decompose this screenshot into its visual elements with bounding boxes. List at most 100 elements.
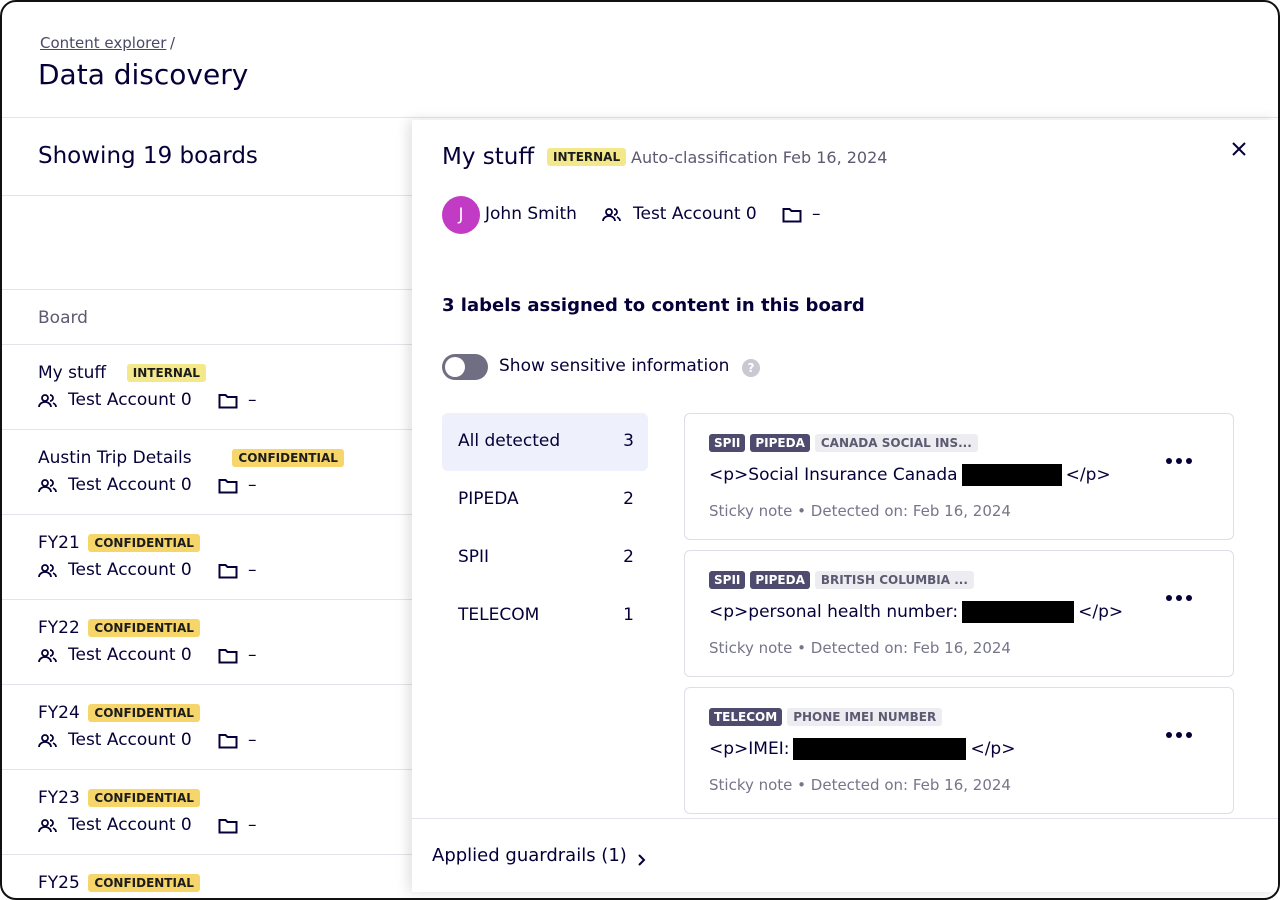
divider xyxy=(2,117,1278,118)
board-name: FY23 xyxy=(38,788,80,808)
text-after: </p> xyxy=(1078,602,1124,622)
account-name: Test Account 0 xyxy=(633,204,757,224)
divider xyxy=(2,429,412,430)
filter-count: 2 xyxy=(623,547,634,567)
classification-tag: CONFIDENTIAL xyxy=(88,534,200,552)
filter-item[interactable]: PIPEDA 2 xyxy=(442,471,648,529)
list-heading: Showing 19 boards xyxy=(38,143,258,169)
board-row[interactable]: FY22 CONFIDENTIAL Test Account 0 – xyxy=(2,600,412,685)
more-menu[interactable] xyxy=(1165,720,1193,745)
divider xyxy=(2,344,412,345)
filter-item[interactable]: TELECOM 1 xyxy=(442,587,648,645)
redacted-value xyxy=(962,601,1075,623)
label-tag: SPII xyxy=(709,571,746,589)
board-row[interactable]: My stuff INTERNAL Test Account 0 – xyxy=(2,345,412,430)
redacted-value xyxy=(793,738,967,760)
finding-meta: Sticky note • Detected on: Feb 16, 2024 xyxy=(709,502,1011,520)
account-name: Test Account 0 xyxy=(68,645,192,665)
owner-name: John Smith xyxy=(485,204,577,224)
account-name: Test Account 0 xyxy=(68,730,192,750)
text-before: <p>Social Insurance Canada xyxy=(709,465,958,485)
divider xyxy=(2,684,412,685)
redacted-value xyxy=(961,464,1062,486)
help-icon[interactable]: ? xyxy=(742,359,760,377)
folder-name: – xyxy=(248,560,257,580)
classification-tag: CONFIDENTIAL xyxy=(88,789,200,807)
filter-item[interactable]: All detected 3 xyxy=(442,413,648,471)
filter-name: SPII xyxy=(458,547,490,567)
text-before: <p>IMEI: xyxy=(709,739,790,759)
board-name: Austin Trip Details xyxy=(38,448,192,468)
finding-text: <p>personal health number: </p> xyxy=(709,601,1123,623)
finding-meta: Sticky note • Detected on: Feb 16, 2024 xyxy=(709,776,1011,794)
tag-row: SPII PIPEDA BRITISH COLUMBIA ... xyxy=(709,569,974,589)
finding-card: TELECOM PHONE IMEI NUMBER <p>IMEI: </p> Stic… xyxy=(684,687,1234,814)
board-name: FY25 xyxy=(38,873,80,893)
people-icon xyxy=(602,207,622,223)
filter-name: PIPEDA xyxy=(458,489,519,509)
account-name: Test Account 0 xyxy=(68,815,192,835)
board-name: FY21 xyxy=(38,533,80,553)
classification-tag: CONFIDENTIAL xyxy=(88,874,200,892)
classification-tag: CONFIDENTIAL xyxy=(88,619,200,637)
toggle[interactable] xyxy=(442,354,488,380)
tag-row: TELECOM PHONE IMEI NUMBER xyxy=(709,706,943,726)
board-name: FY24 xyxy=(38,703,80,723)
detail-panel: My stuff INTERNAL Auto-classification Feb … xyxy=(412,120,1278,892)
people-icon xyxy=(38,478,58,494)
board-row[interactable]: FY25 CONFIDENTIAL xyxy=(2,855,412,898)
board-row[interactable]: Austin Trip Details CONFIDENTIAL Test Acco… xyxy=(2,430,412,515)
page-title: Data discovery xyxy=(38,58,249,91)
avatar: J xyxy=(442,196,480,234)
more-menu[interactable] xyxy=(1165,583,1193,608)
column-header: Board xyxy=(38,308,88,328)
folder-icon xyxy=(218,818,238,834)
label-tag: PIPEDA xyxy=(750,434,810,452)
finding-card: SPII PIPEDA CANADA SOCIAL INS... <p>Social … xyxy=(684,413,1234,540)
breadcrumb-separator: / xyxy=(170,34,176,52)
people-icon xyxy=(38,818,58,834)
classification-tag: INTERNAL xyxy=(126,364,206,382)
board-row[interactable]: FY23 CONFIDENTIAL Test Account 0 – xyxy=(2,770,412,855)
finding-card: SPII PIPEDA BRITISH COLUMBIA ... <p>persona… xyxy=(684,550,1234,677)
divider xyxy=(2,289,412,290)
folder-icon xyxy=(218,478,238,494)
labels-heading: 3 labels assigned to content in this boa… xyxy=(442,295,865,316)
classification-date: Auto-classification Feb 16, 2024 xyxy=(631,148,888,167)
filter-name: TELECOM xyxy=(458,605,540,625)
folder-icon xyxy=(218,393,238,409)
tag-row: SPII PIPEDA CANADA SOCIAL INS... xyxy=(709,432,978,452)
account-name: Test Account 0 xyxy=(68,560,192,580)
text-after: </p> xyxy=(1065,465,1111,485)
board-row[interactable]: FY24 CONFIDENTIAL Test Account 0 – xyxy=(2,685,412,770)
classification-tag: CONFIDENTIAL xyxy=(88,704,200,722)
divider xyxy=(2,195,412,196)
folder-icon xyxy=(218,733,238,749)
toggle-label: Show sensitive information xyxy=(499,356,730,376)
divider xyxy=(2,769,412,770)
account-name: Test Account 0 xyxy=(68,475,192,495)
folder-name: – xyxy=(248,730,257,750)
category-tag: BRITISH COLUMBIA ... xyxy=(814,571,974,589)
people-icon xyxy=(38,563,58,579)
account-name: Test Account 0 xyxy=(68,390,192,410)
finding-text: <p>IMEI: </p> xyxy=(709,738,1015,760)
label-tag: PIPEDA xyxy=(750,571,810,589)
category-tag: PHONE IMEI NUMBER xyxy=(787,708,943,726)
breadcrumb-link[interactable]: Content explorer xyxy=(40,34,167,52)
close-button[interactable] xyxy=(1230,140,1248,158)
board-row[interactable]: FY21 CONFIDENTIAL Test Account 0 – xyxy=(2,515,412,600)
more-menu[interactable] xyxy=(1165,446,1193,471)
classification-tag: CONFIDENTIAL xyxy=(232,449,344,467)
label-tag: TELECOM xyxy=(709,708,783,726)
divider xyxy=(2,854,412,855)
finding-text: <p>Social Insurance Canada </p> xyxy=(709,464,1111,486)
guardrails-link[interactable]: Applied guardrails (1) xyxy=(432,845,647,866)
board-name: My stuff xyxy=(38,363,107,383)
text-after: </p> xyxy=(970,739,1016,759)
filter-count: 2 xyxy=(623,489,634,509)
board-name: FY22 xyxy=(38,618,80,638)
filter-item[interactable]: SPII 2 xyxy=(442,529,648,587)
folder-icon xyxy=(218,648,238,664)
